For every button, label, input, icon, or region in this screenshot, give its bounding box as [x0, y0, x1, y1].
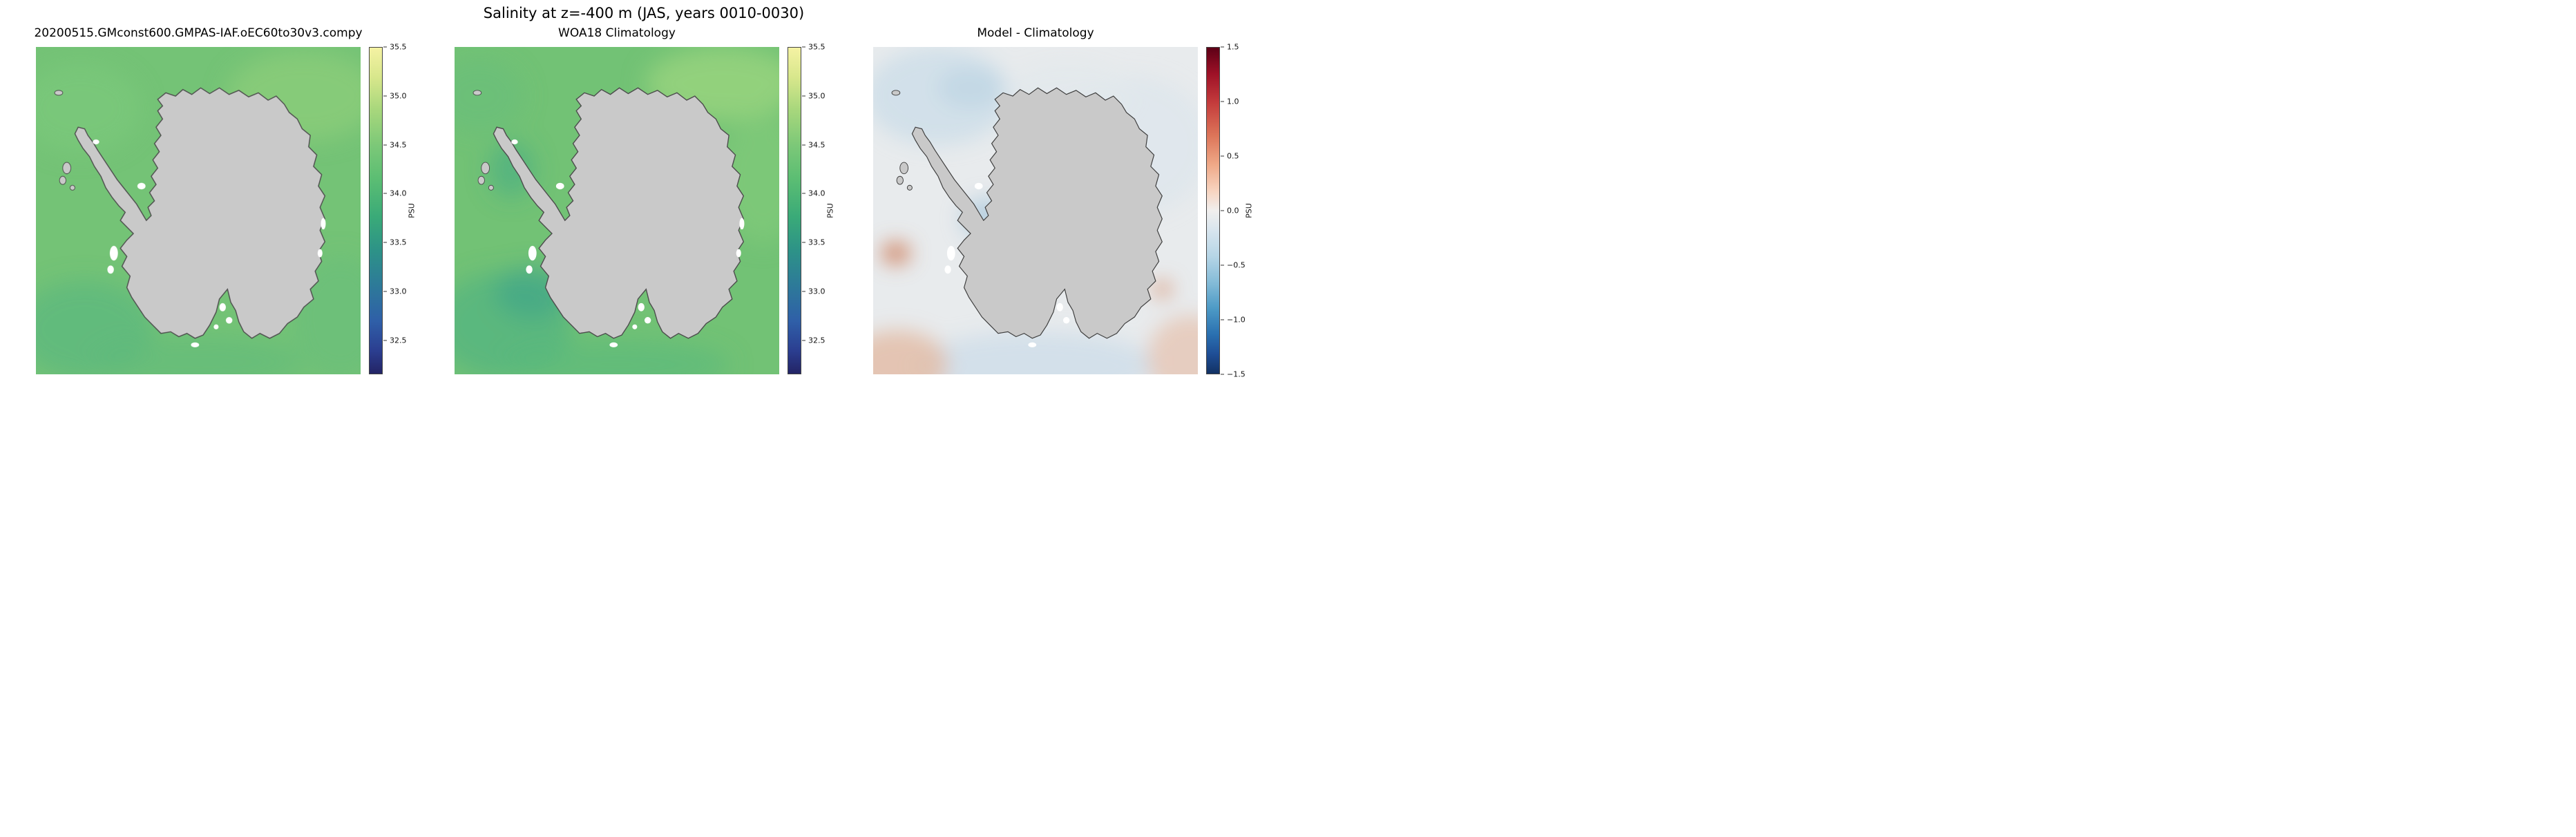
islands: [54, 90, 75, 191]
colorbar-gradient-difference: [1206, 47, 1220, 374]
colorbar-difference: 1.5 1.0 0.5 0.0 −0.5 −1.0 −1.5 PSU: [1206, 43, 1254, 379]
islands: [473, 90, 494, 191]
colorbar-tick-label: 34.0: [390, 189, 407, 198]
panel-climatology-map-row: 35.5 35.0 34.5 34.0 33.5 33.0 32.5 PSU: [455, 43, 835, 374]
panel-model-map: [36, 47, 361, 374]
panel-model: 20200515.GMconst600.GMPAS-IAF.oEC60to30v…: [34, 25, 417, 374]
colorbar-tick-label: −1.5: [1227, 369, 1246, 379]
panel-model-title: 20200515.GMconst600.GMPAS-IAF.oEC60to30v…: [34, 26, 363, 40]
colorbar-tick-label: 32.5: [390, 336, 407, 345]
no-data-cells: [511, 139, 745, 347]
colorbar-tick-label: −1.0: [1227, 315, 1246, 325]
colorbar-tick-label: 35.5: [390, 42, 407, 52]
colorbar-tick-label: 35.0: [808, 91, 826, 101]
panel-model-map-row: 35.5 35.0 34.5 34.0 33.5 33.0 32.5 PSU: [36, 43, 417, 374]
colorbar-tick-label: 34.5: [808, 140, 826, 150]
panel-difference-map: [873, 47, 1198, 374]
no-data-cells: [93, 139, 326, 347]
colorbar-climatology: 35.5 35.0 34.5 34.0 33.5 33.0 32.5 PSU: [788, 43, 835, 374]
islands: [891, 90, 913, 191]
panel-difference: Model - Climatology: [873, 25, 1254, 379]
panels-row: 20200515.GMconst600.GMPAS-IAF.oEC60to30v…: [0, 25, 1288, 379]
colorbar-axis-label: PSU: [1244, 203, 1254, 218]
antarctica-landmass: [74, 87, 326, 339]
map-canvas-climatology: [455, 47, 779, 374]
colorbar-tick-label: 34.0: [808, 189, 826, 198]
map-canvas-difference: [873, 47, 1198, 374]
panel-climatology: WOA18 Climatology: [455, 25, 835, 374]
colorbar-axis-label: PSU: [407, 203, 417, 218]
colorbar-tick-label: 33.5: [390, 238, 407, 247]
colorbar-tick-label: 0.0: [1227, 206, 1239, 215]
colorbar-tick-label: 33.0: [390, 287, 407, 296]
panel-difference-title: Model - Climatology: [977, 26, 1094, 40]
colorbar-gradient-model: [369, 47, 383, 374]
no-data-cells: [944, 182, 1070, 347]
colorbar-tick-label: 1.0: [1227, 97, 1239, 106]
antarctica-landmass: [911, 87, 1163, 339]
colorbar-model: 35.5 35.0 34.5 34.0 33.5 33.0 32.5 PSU: [369, 43, 417, 374]
colorbar-tick-label: −0.5: [1227, 260, 1246, 270]
colorbar-gradient-climatology: [788, 47, 801, 374]
colorbar-tick-label: 33.5: [808, 238, 826, 247]
colorbar-tick-label: 35.0: [390, 91, 407, 101]
colorbar-tick-label: 0.5: [1227, 151, 1239, 161]
colorbar-tick-label: 1.5: [1227, 42, 1239, 52]
map-canvas-model: [36, 47, 361, 374]
figure-title: Salinity at z=-400 m (JAS, years 0010-00…: [483, 5, 805, 21]
panel-climatology-map: [455, 47, 779, 374]
panel-difference-map-row: 1.5 1.0 0.5 0.0 −0.5 −1.0 −1.5 PSU: [873, 43, 1254, 379]
antarctica-landmass: [493, 87, 745, 339]
colorbar-tick-label: 33.0: [808, 287, 826, 296]
colorbar-axis-label: PSU: [826, 203, 835, 218]
panel-climatology-title: WOA18 Climatology: [558, 26, 676, 40]
colorbar-tick-label: 35.5: [808, 42, 826, 52]
colorbar-tick-label: 32.5: [808, 336, 826, 345]
colorbar-tick-label: 34.5: [390, 140, 407, 150]
figure-root: Salinity at z=-400 m (JAS, years 0010-00…: [0, 0, 1288, 418]
